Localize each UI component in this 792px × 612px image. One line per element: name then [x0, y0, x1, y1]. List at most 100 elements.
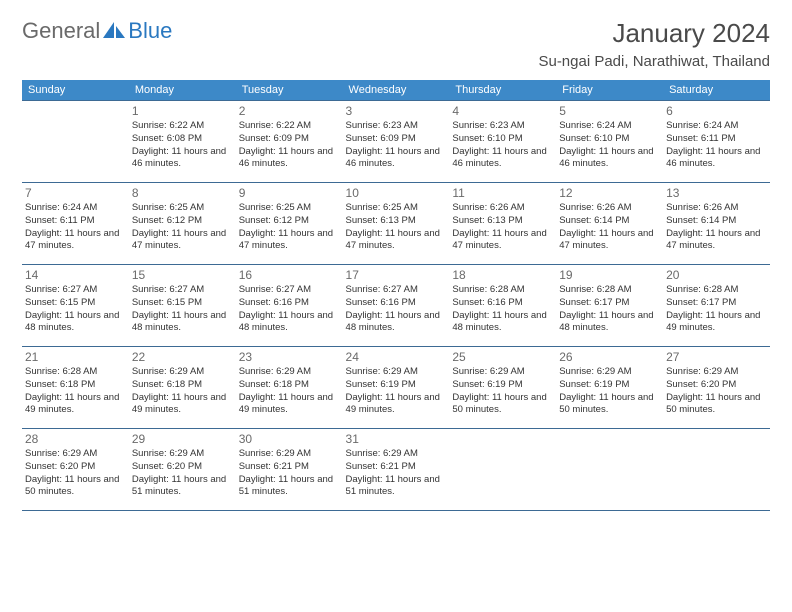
daylight-line: Daylight: 11 hours and 46 minutes.	[559, 146, 660, 172]
sunrise-line: Sunrise: 6:27 AM	[132, 284, 233, 297]
day-info: Sunrise: 6:29 AMSunset: 6:21 PMDaylight:…	[239, 448, 340, 499]
sunset-line: Sunset: 6:13 PM	[346, 215, 447, 228]
logo-sail-icon	[103, 22, 125, 40]
weekday-header-row: SundayMondayTuesdayWednesdayThursdayFrid…	[22, 80, 770, 101]
day-info: Sunrise: 6:26 AMSunset: 6:14 PMDaylight:…	[666, 202, 767, 253]
daylight-line: Daylight: 11 hours and 48 minutes.	[559, 310, 660, 336]
day-info: Sunrise: 6:27 AMSunset: 6:15 PMDaylight:…	[132, 284, 233, 335]
day-cell: 6Sunrise: 6:24 AMSunset: 6:11 PMDaylight…	[663, 101, 770, 183]
sunset-line: Sunset: 6:20 PM	[132, 461, 233, 474]
day-info: Sunrise: 6:27 AMSunset: 6:16 PMDaylight:…	[239, 284, 340, 335]
day-cell: 31 Sunrise: 6:29 AMSunset: 6:21 PMDayligh…	[343, 429, 450, 511]
daylight-line: Daylight: 11 hours and 50 minutes.	[666, 392, 767, 418]
sunset-line: Sunset: 6:15 PM	[132, 297, 233, 310]
day-cell: 20Sunrise: 6:28 AMSunset: 6:17 PMDayligh…	[663, 265, 770, 347]
day-info: Sunrise: 6:28 AMSunset: 6:18 PMDaylight:…	[25, 366, 126, 417]
day-number: 6	[666, 104, 767, 118]
daylight-line: Daylight: 11 hours and 47 minutes.	[346, 228, 447, 254]
weekday-header: Tuesday	[236, 80, 343, 101]
day-cell: 24Sunrise: 6:29 AMSunset: 6:19 PMDayligh…	[343, 347, 450, 429]
daylight-line: Daylight: 11 hours and 49 minutes.	[239, 392, 340, 418]
sunset-line: Sunset: 6:11 PM	[666, 133, 767, 146]
sunrise-line: Sunrise: 6:27 AM	[346, 284, 447, 297]
day-number: 25	[452, 350, 553, 364]
sunset-line: Sunset: 6:12 PM	[132, 215, 233, 228]
day-cell: 10Sunrise: 6:25 AMSunset: 6:13 PMDayligh…	[343, 183, 450, 265]
day-info: Sunrise: 6:24 AMSunset: 6:11 PMDaylight:…	[25, 202, 126, 253]
sunset-line: Sunset: 6:17 PM	[559, 297, 660, 310]
day-number: 30	[239, 432, 340, 446]
sunrise-line: Sunrise: 6:25 AM	[346, 202, 447, 215]
day-number: 31	[346, 432, 447, 446]
sunset-line: Sunset: 6:13 PM	[452, 215, 553, 228]
day-number: 28	[25, 432, 126, 446]
calendar-table: SundayMondayTuesdayWednesdayThursdayFrid…	[22, 80, 770, 511]
sunrise-line: Sunrise: 6:22 AM	[132, 120, 233, 133]
month-title: January 2024	[538, 18, 770, 49]
day-info: Sunrise: 6:23 AMSunset: 6:09 PMDaylight:…	[346, 120, 447, 171]
sunset-line: Sunset: 6:09 PM	[346, 133, 447, 146]
day-info: Sunrise: 6:28 AMSunset: 6:16 PMDaylight:…	[452, 284, 553, 335]
day-number: 23	[239, 350, 340, 364]
day-cell: 18Sunrise: 6:28 AMSunset: 6:16 PMDayligh…	[449, 265, 556, 347]
sunrise-line: Sunrise: 6:29 AM	[666, 366, 767, 379]
day-info: Sunrise: 6:22 AMSunset: 6:09 PMDaylight:…	[239, 120, 340, 171]
empty-cell	[663, 429, 770, 511]
day-cell: 28Sunrise: 6:29 AMSunset: 6:20 PMDayligh…	[22, 429, 129, 511]
day-info: Sunrise: 6:29 AMSunset: 6:20 PMDaylight:…	[132, 448, 233, 499]
day-number: 12	[559, 186, 660, 200]
day-number: 21	[25, 350, 126, 364]
day-number: 2	[239, 104, 340, 118]
day-cell: 19Sunrise: 6:28 AMSunset: 6:17 PMDayligh…	[556, 265, 663, 347]
sunset-line: Sunset: 6:19 PM	[452, 379, 553, 392]
day-info: Sunrise: 6:26 AMSunset: 6:13 PMDaylight:…	[452, 202, 553, 253]
day-cell: 12Sunrise: 6:26 AMSunset: 6:14 PMDayligh…	[556, 183, 663, 265]
day-info: Sunrise: 6:27 AMSunset: 6:15 PMDaylight:…	[25, 284, 126, 335]
sunset-line: Sunset: 6:17 PM	[666, 297, 767, 310]
daylight-line: Daylight: 11 hours and 46 minutes.	[239, 146, 340, 172]
logo-text-general: General	[22, 18, 100, 44]
daylight-line: Daylight: 11 hours and 48 minutes.	[452, 310, 553, 336]
day-number: 4	[452, 104, 553, 118]
sunset-line: Sunset: 6:20 PM	[666, 379, 767, 392]
daylight-line: Daylight: 11 hours and 51 minutes.	[132, 474, 233, 500]
sunrise-line: Sunrise: 6:29 AM	[452, 366, 553, 379]
daylight-line: Daylight: 11 hours and 46 minutes.	[452, 146, 553, 172]
daylight-line: Daylight: 11 hours and 48 minutes.	[132, 310, 233, 336]
day-info: Sunrise: 6:29 AMSunset: 6:21 PMDaylight:…	[346, 448, 447, 499]
day-info: Sunrise: 6:23 AMSunset: 6:10 PMDaylight:…	[452, 120, 553, 171]
sunrise-line: Sunrise: 6:29 AM	[239, 366, 340, 379]
day-cell: 7 Sunrise: 6:24 AMSunset: 6:11 PMDaylight…	[22, 183, 129, 265]
day-number: 11	[452, 186, 553, 200]
daylight-line: Daylight: 11 hours and 48 minutes.	[25, 310, 126, 336]
sunrise-line: Sunrise: 6:22 AM	[239, 120, 340, 133]
day-cell: 27Sunrise: 6:29 AMSunset: 6:20 PMDayligh…	[663, 347, 770, 429]
week-row: 7 Sunrise: 6:24 AMSunset: 6:11 PMDaylight…	[22, 183, 770, 265]
day-info: Sunrise: 6:29 AMSunset: 6:19 PMDaylight:…	[452, 366, 553, 417]
day-number: 26	[559, 350, 660, 364]
sunset-line: Sunset: 6:18 PM	[132, 379, 233, 392]
day-info: Sunrise: 6:27 AMSunset: 6:16 PMDaylight:…	[346, 284, 447, 335]
sunset-line: Sunset: 6:11 PM	[25, 215, 126, 228]
day-info: Sunrise: 6:28 AMSunset: 6:17 PMDaylight:…	[559, 284, 660, 335]
daylight-line: Daylight: 11 hours and 46 minutes.	[346, 146, 447, 172]
day-cell: 22Sunrise: 6:29 AMSunset: 6:18 PMDayligh…	[129, 347, 236, 429]
day-info: Sunrise: 6:29 AMSunset: 6:20 PMDaylight:…	[666, 366, 767, 417]
sunset-line: Sunset: 6:21 PM	[239, 461, 340, 474]
sunset-line: Sunset: 6:09 PM	[239, 133, 340, 146]
day-cell: 15Sunrise: 6:27 AMSunset: 6:15 PMDayligh…	[129, 265, 236, 347]
title-block: January 2024 Su-ngai Padi, Narathiwat, T…	[538, 18, 770, 70]
day-number: 7	[25, 186, 126, 200]
daylight-line: Daylight: 11 hours and 51 minutes.	[239, 474, 340, 500]
sunset-line: Sunset: 6:19 PM	[346, 379, 447, 392]
sunrise-line: Sunrise: 6:27 AM	[25, 284, 126, 297]
sunrise-line: Sunrise: 6:25 AM	[239, 202, 340, 215]
logo: General Blue	[22, 18, 172, 44]
day-cell: 30 Sunrise: 6:29 AMSunset: 6:21 PMDayligh…	[236, 429, 343, 511]
sunrise-line: Sunrise: 6:27 AM	[239, 284, 340, 297]
sunrise-line: Sunrise: 6:28 AM	[666, 284, 767, 297]
sunrise-line: Sunrise: 6:29 AM	[132, 366, 233, 379]
day-cell: 25 Sunrise: 6:29 AMSunset: 6:19 PMDayligh…	[449, 347, 556, 429]
daylight-line: Daylight: 11 hours and 47 minutes.	[132, 228, 233, 254]
empty-cell	[22, 101, 129, 183]
